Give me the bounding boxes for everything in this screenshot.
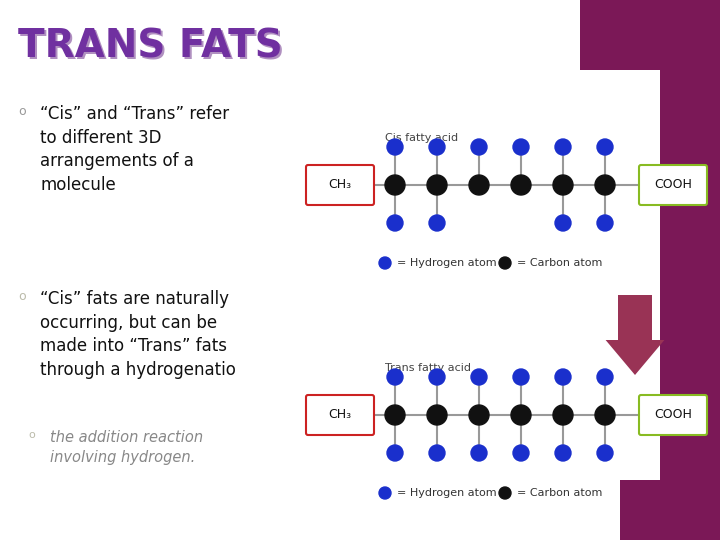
Text: TRANS FATS: TRANS FATS	[18, 28, 283, 66]
Circle shape	[379, 257, 391, 269]
Circle shape	[595, 175, 615, 195]
Circle shape	[429, 215, 445, 231]
Circle shape	[555, 369, 571, 385]
Text: = Hydrogen atom: = Hydrogen atom	[397, 488, 497, 498]
FancyBboxPatch shape	[639, 395, 707, 435]
Polygon shape	[606, 340, 665, 375]
Circle shape	[429, 445, 445, 461]
Text: “Cis” and “Trans” refer
to different 3D
arrangements of a
molecule: “Cis” and “Trans” refer to different 3D …	[40, 105, 229, 194]
Bar	[620, 480, 660, 540]
Text: TRANS FATS: TRANS FATS	[19, 30, 284, 68]
Circle shape	[597, 215, 613, 231]
Circle shape	[469, 405, 489, 425]
Circle shape	[499, 257, 511, 269]
Text: = Carbon atom: = Carbon atom	[517, 488, 603, 498]
Circle shape	[387, 139, 403, 155]
Bar	[580, 0, 660, 70]
Circle shape	[553, 175, 573, 195]
Circle shape	[387, 215, 403, 231]
Circle shape	[595, 405, 615, 425]
Text: o: o	[18, 290, 26, 303]
Circle shape	[555, 445, 571, 461]
Circle shape	[597, 139, 613, 155]
Circle shape	[471, 139, 487, 155]
Text: Cis fatty acid: Cis fatty acid	[385, 133, 458, 143]
FancyBboxPatch shape	[306, 395, 374, 435]
Text: CH₃: CH₃	[328, 179, 351, 192]
Circle shape	[471, 445, 487, 461]
Text: = Carbon atom: = Carbon atom	[517, 258, 603, 268]
Circle shape	[513, 139, 529, 155]
Circle shape	[387, 445, 403, 461]
Circle shape	[469, 175, 489, 195]
Text: Trans fatty acid: Trans fatty acid	[385, 363, 471, 373]
Circle shape	[513, 369, 529, 385]
FancyBboxPatch shape	[639, 165, 707, 205]
Circle shape	[499, 487, 511, 499]
Text: COOH: COOH	[654, 179, 692, 192]
Circle shape	[597, 369, 613, 385]
Text: o: o	[28, 430, 35, 440]
Text: “Cis” fats are naturally
occurring, but can be
made into “Trans” fats
through a : “Cis” fats are naturally occurring, but …	[40, 290, 236, 379]
Circle shape	[427, 405, 447, 425]
Text: CH₃: CH₃	[328, 408, 351, 422]
Circle shape	[513, 445, 529, 461]
Circle shape	[429, 139, 445, 155]
Text: = Hydrogen atom: = Hydrogen atom	[397, 258, 497, 268]
Circle shape	[379, 487, 391, 499]
Circle shape	[429, 369, 445, 385]
Circle shape	[387, 369, 403, 385]
Bar	[660, 0, 720, 540]
FancyBboxPatch shape	[306, 165, 374, 205]
Circle shape	[553, 405, 573, 425]
Circle shape	[597, 445, 613, 461]
Circle shape	[555, 139, 571, 155]
Circle shape	[385, 405, 405, 425]
Text: the addition reaction
involving hydrogen.: the addition reaction involving hydrogen…	[50, 430, 203, 465]
Circle shape	[555, 215, 571, 231]
Circle shape	[511, 175, 531, 195]
Circle shape	[427, 175, 447, 195]
Circle shape	[471, 369, 487, 385]
Text: COOH: COOH	[654, 408, 692, 422]
Text: o: o	[18, 105, 26, 118]
Bar	[618, 295, 652, 340]
Circle shape	[385, 175, 405, 195]
Circle shape	[511, 405, 531, 425]
